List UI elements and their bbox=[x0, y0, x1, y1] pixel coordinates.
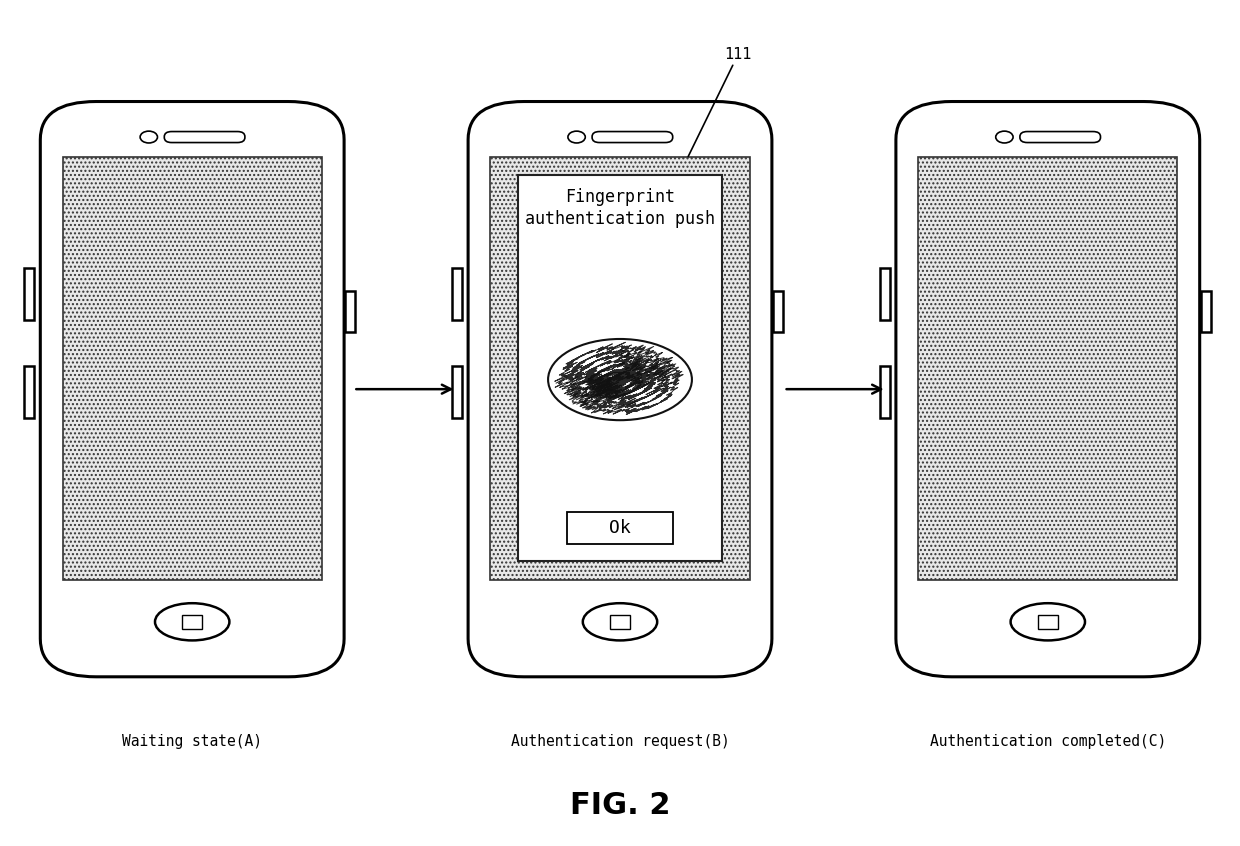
FancyBboxPatch shape bbox=[62, 157, 322, 580]
FancyBboxPatch shape bbox=[491, 157, 749, 580]
Text: FIG. 2: FIG. 2 bbox=[569, 791, 671, 820]
Text: Authentication request(B): Authentication request(B) bbox=[511, 733, 729, 749]
Bar bbox=[451, 366, 461, 418]
Bar bbox=[879, 268, 889, 320]
Circle shape bbox=[140, 131, 157, 143]
FancyBboxPatch shape bbox=[918, 157, 1177, 580]
FancyBboxPatch shape bbox=[164, 131, 246, 142]
Bar bbox=[1200, 291, 1211, 332]
FancyBboxPatch shape bbox=[469, 102, 771, 677]
Bar bbox=[1038, 615, 1058, 629]
Bar bbox=[879, 366, 889, 418]
Circle shape bbox=[568, 131, 585, 143]
FancyBboxPatch shape bbox=[1019, 131, 1101, 142]
Bar bbox=[774, 291, 784, 332]
Bar bbox=[25, 366, 35, 418]
Bar bbox=[451, 268, 461, 320]
Bar bbox=[610, 615, 630, 629]
Text: Ok: Ok bbox=[609, 519, 631, 537]
Text: Authentication completed(C): Authentication completed(C) bbox=[930, 733, 1166, 749]
Bar bbox=[345, 291, 355, 332]
Bar bbox=[25, 268, 35, 320]
Text: 111: 111 bbox=[688, 47, 751, 157]
FancyBboxPatch shape bbox=[518, 175, 722, 561]
Bar bbox=[182, 615, 202, 629]
Text: Waiting state(A): Waiting state(A) bbox=[123, 733, 262, 749]
Ellipse shape bbox=[548, 339, 692, 420]
FancyBboxPatch shape bbox=[40, 102, 343, 677]
Ellipse shape bbox=[583, 603, 657, 640]
Ellipse shape bbox=[1011, 603, 1085, 640]
Text: Fingerprint
authentication push: Fingerprint authentication push bbox=[525, 188, 715, 228]
Ellipse shape bbox=[155, 603, 229, 640]
FancyBboxPatch shape bbox=[895, 102, 1199, 677]
FancyBboxPatch shape bbox=[593, 131, 672, 142]
Circle shape bbox=[996, 131, 1013, 143]
Bar bbox=[568, 512, 672, 544]
